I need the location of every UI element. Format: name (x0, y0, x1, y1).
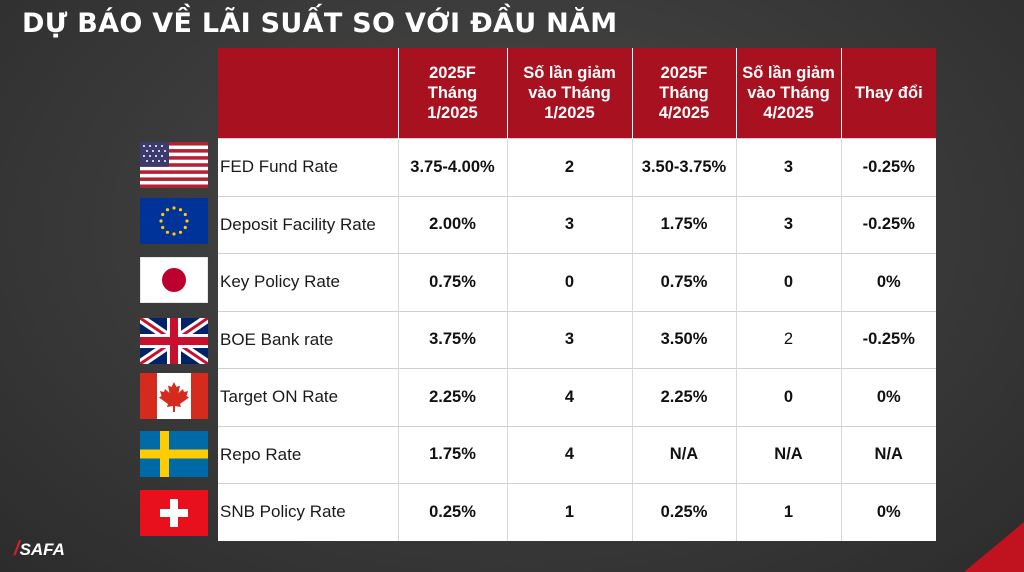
jan-forecast: 2.25% (398, 368, 508, 426)
change: N/A (841, 425, 936, 484)
table-row: Deposit Facility Rate 2.00% 3 1.75% 3 -0… (218, 195, 936, 254)
apr-forecast: 3.50-3.75% (632, 138, 737, 196)
change: 0% (841, 483, 936, 541)
jan-cuts: 4 (507, 425, 633, 484)
rate-name: Key Policy Rate (218, 253, 399, 311)
change: -0.25% (841, 195, 936, 254)
jan-cuts: 4 (507, 368, 633, 426)
table-row: BOE Bank rate 3.75% 3 3.50% 2 -0.25% (218, 310, 936, 369)
apr-cuts: N/A (736, 425, 842, 484)
change: 0% (841, 253, 936, 311)
table-header-row: 2025F Tháng 1/2025 Số lần giảm vào Tháng… (218, 48, 936, 139)
jan-cuts: 3 (507, 310, 633, 369)
rate-name: Repo Rate (218, 425, 399, 484)
rate-name: SNB Policy Rate (218, 483, 399, 541)
logo-mark: / (14, 538, 20, 560)
apr-forecast: 2.25% (632, 368, 737, 426)
sweden-flag-icon (140, 431, 208, 477)
header-apr-cuts: Số lần giảm vào Tháng 4/2025 (736, 48, 842, 139)
apr-cuts: 0 (736, 368, 842, 426)
table-row: Repo Rate 1.75% 4 N/A N/A N/A (218, 425, 936, 484)
jan-forecast: 0.75% (398, 253, 508, 311)
change: -0.25% (841, 310, 936, 369)
rate-name: Deposit Facility Rate (218, 195, 399, 254)
jan-forecast: 2.00% (398, 195, 508, 254)
jan-cuts: 2 (507, 138, 633, 196)
table-row: Target ON Rate 2.25% 4 2.25% 0 0% (218, 368, 936, 426)
apr-forecast: 0.75% (632, 253, 737, 311)
logo-text: SAFA (19, 540, 65, 559)
apr-forecast: 1.75% (632, 195, 737, 254)
table-row: SNB Policy Rate 0.25% 1 0.25% 1 0% (218, 483, 936, 541)
header-apr-forecast: 2025F Tháng 4/2025 (632, 48, 737, 139)
jan-cuts: 1 (507, 483, 633, 541)
jan-forecast: 3.75-4.00% (398, 138, 508, 196)
rate-name: FED Fund Rate (218, 138, 399, 196)
apr-cuts: 0 (736, 253, 842, 311)
japan-flag-icon (140, 257, 208, 303)
eu-flag-icon (140, 198, 208, 244)
uk-flag-icon (140, 318, 208, 364)
rate-name: Target ON Rate (218, 368, 399, 426)
apr-cuts: 3 (736, 138, 842, 196)
header-rate-name (218, 48, 399, 139)
jan-forecast: 0.25% (398, 483, 508, 541)
apr-cuts: 2 (736, 310, 842, 369)
apr-forecast: N/A (632, 425, 737, 484)
usa-flag-icon (140, 142, 208, 188)
apr-cuts: 1 (736, 483, 842, 541)
switzerland-flag-icon (140, 490, 208, 536)
page-title: DỰ BÁO VỀ LÃI SUẤT SO VỚI ĐẦU NĂM (22, 8, 618, 39)
change: 0% (841, 368, 936, 426)
corner-decoration (964, 522, 1024, 572)
table-row: FED Fund Rate 3.75-4.00% 2 3.50-3.75% 3 … (218, 138, 936, 196)
apr-forecast: 3.50% (632, 310, 737, 369)
safa-logo: /SAFA (14, 538, 65, 561)
jan-forecast: 3.75% (398, 310, 508, 369)
jan-cuts: 0 (507, 253, 633, 311)
header-jan-cuts: Số lần giảm vào Tháng 1/2025 (507, 48, 633, 139)
jan-forecast: 1.75% (398, 425, 508, 484)
change: -0.25% (841, 138, 936, 196)
table-row: Key Policy Rate 0.75% 0 0.75% 0 0% (218, 253, 936, 311)
header-jan-forecast: 2025F Tháng 1/2025 (398, 48, 508, 139)
apr-forecast: 0.25% (632, 483, 737, 541)
jan-cuts: 3 (507, 195, 633, 254)
header-change: Thay đổi (841, 48, 936, 139)
apr-cuts: 3 (736, 195, 842, 254)
rate-forecast-table: 2025F Tháng 1/2025 Số lần giảm vào Tháng… (218, 48, 936, 541)
rate-name: BOE Bank rate (218, 310, 399, 369)
canada-flag-icon (140, 373, 208, 419)
